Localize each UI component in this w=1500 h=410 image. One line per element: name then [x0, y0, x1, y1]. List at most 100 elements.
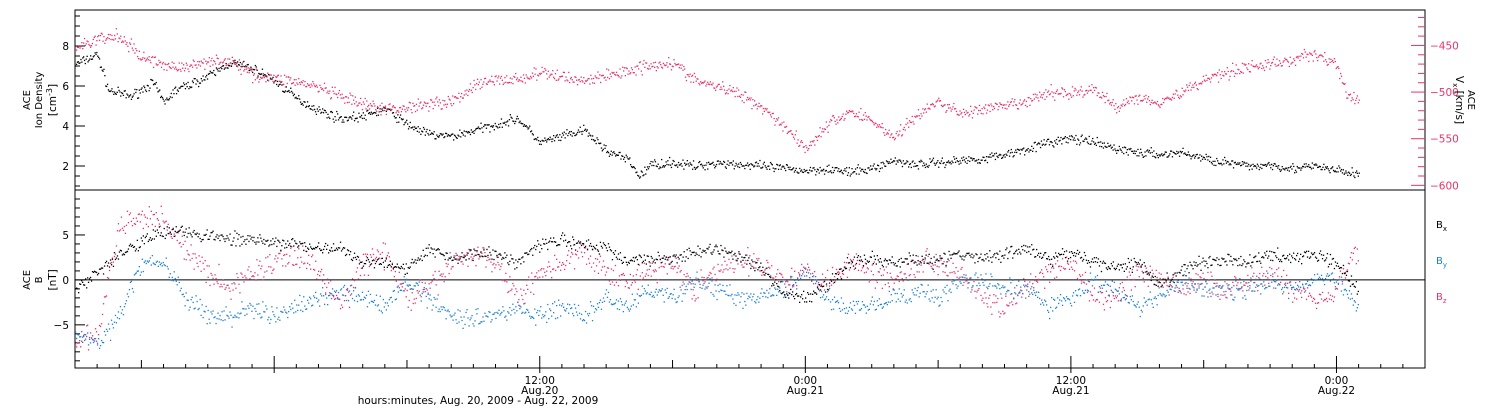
data-point [1124, 147, 1127, 149]
data-point [978, 104, 981, 107]
data-point [699, 283, 701, 285]
data-point [1355, 171, 1357, 174]
data-point [986, 109, 989, 111]
data-point [1336, 66, 1338, 68]
data-point [879, 268, 881, 270]
data-point [238, 59, 241, 61]
data-point [805, 145, 807, 147]
data-point [339, 289, 342, 291]
data-point [681, 64, 683, 66]
data-point [1259, 272, 1261, 275]
data-point [144, 57, 146, 59]
data-point [1309, 294, 1312, 297]
data-point [725, 268, 727, 270]
data-point [1193, 86, 1195, 89]
data-point [1253, 65, 1255, 68]
data-point [816, 168, 819, 170]
data-point [731, 293, 733, 295]
data-point [1241, 62, 1244, 65]
data-point [661, 166, 664, 168]
data-point [236, 273, 238, 275]
data-point [1044, 144, 1046, 146]
data-point [1247, 165, 1249, 167]
data-point [621, 274, 623, 276]
data-point [185, 62, 187, 64]
data-point [538, 75, 540, 77]
data-point [335, 93, 337, 95]
data-point [985, 104, 987, 106]
data-point [452, 133, 454, 135]
data-point [1103, 309, 1106, 311]
data-point [492, 81, 495, 83]
data-point [338, 298, 341, 301]
data-point [993, 107, 996, 110]
data-point [927, 108, 929, 110]
data-point [77, 61, 79, 63]
data-point [151, 79, 153, 81]
data-point [808, 169, 811, 171]
data-point [1013, 155, 1015, 157]
data-point [402, 282, 404, 284]
data-point [1088, 85, 1090, 87]
data-point [109, 90, 111, 93]
data-point [417, 292, 419, 294]
data-point [1141, 154, 1143, 156]
data-point [981, 299, 983, 301]
data-point [949, 161, 951, 163]
data-point [137, 55, 139, 58]
data-point [759, 106, 761, 108]
data-point [715, 280, 717, 282]
data-point [337, 96, 339, 99]
data-point [232, 316, 234, 319]
data-point [978, 158, 980, 161]
data-point [972, 158, 974, 160]
data-point [1093, 287, 1096, 289]
data-point [694, 283, 696, 285]
data-point [94, 35, 96, 37]
data-point [128, 289, 131, 291]
data-point [994, 102, 997, 104]
data-point [370, 300, 373, 302]
data-point [438, 308, 440, 310]
data-point [784, 283, 786, 285]
data-point [1287, 61, 1290, 63]
data-point [1031, 145, 1033, 147]
data-point [838, 272, 841, 274]
data-point [1209, 160, 1211, 163]
data-point [495, 264, 497, 266]
data-point [275, 255, 277, 257]
data-point [800, 170, 802, 172]
data-point [1166, 96, 1168, 98]
data-point [1101, 142, 1104, 144]
data-point [140, 59, 142, 61]
data-point [494, 76, 496, 78]
data-point [376, 305, 379, 307]
data-point [1323, 299, 1326, 301]
data-point [1075, 134, 1077, 137]
data-point [648, 268, 650, 271]
data-point [401, 286, 403, 288]
data-point [454, 255, 456, 257]
data-point [482, 316, 484, 318]
data-point [893, 139, 896, 141]
data-point [276, 307, 278, 309]
data-point [173, 271, 175, 273]
data-point [82, 341, 84, 343]
data-point [358, 295, 361, 297]
data-point [1182, 147, 1184, 149]
data-point [1146, 150, 1148, 152]
data-point [1310, 168, 1313, 170]
data-point [297, 257, 299, 259]
data-point [841, 171, 843, 174]
data-point [136, 270, 138, 272]
data-point [847, 253, 850, 255]
data-point [885, 160, 888, 162]
data-point [785, 169, 787, 172]
data-point [343, 284, 346, 287]
data-point [700, 164, 702, 166]
data-point [1078, 144, 1081, 146]
data-point [437, 294, 439, 296]
data-point [1047, 271, 1049, 273]
data-point [948, 162, 950, 164]
data-point [854, 115, 857, 117]
